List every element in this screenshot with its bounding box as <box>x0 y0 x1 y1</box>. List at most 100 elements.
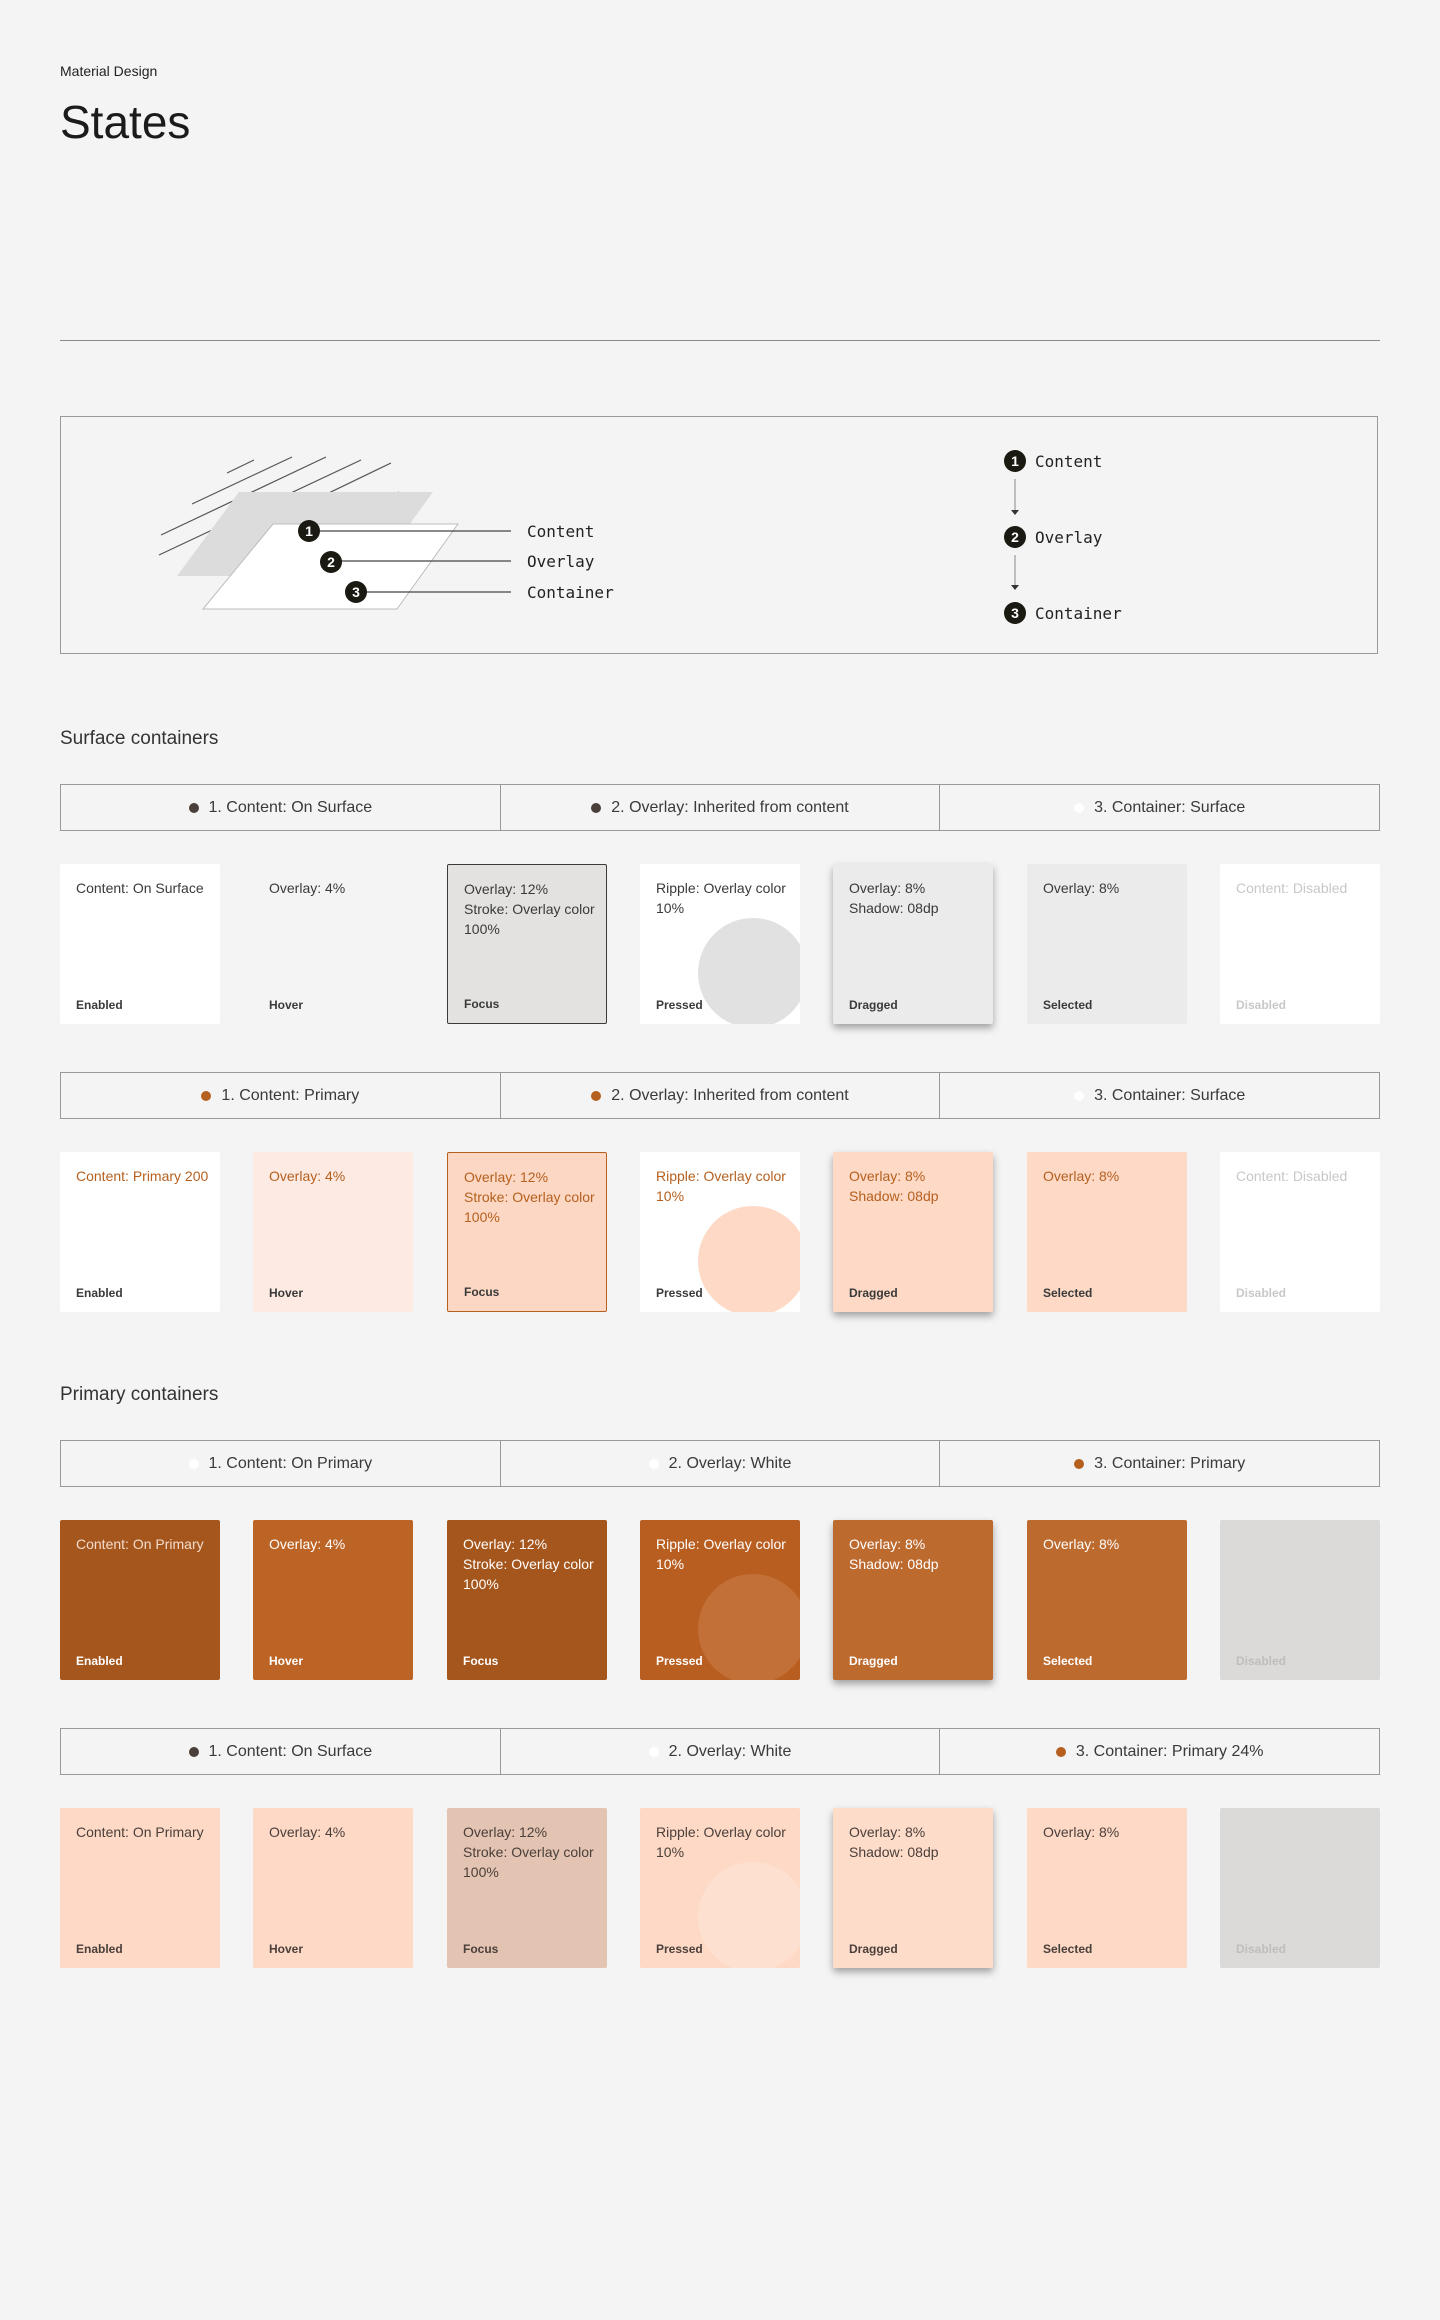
legend-label: 2. Overlay: White <box>668 1454 792 1472</box>
card-state-label: Hover <box>269 998 304 1012</box>
page-title: States <box>60 96 191 148</box>
legend-label: 3. Container: Surface <box>1094 798 1246 816</box>
card-description: Overlay: 8% Shadow: 08dp <box>849 1536 939 1572</box>
legend-bar: 1. Content: Primary 2. Overlay: Inherited… <box>60 1072 1380 1119</box>
card-state-label: Enabled <box>76 1942 123 1956</box>
state-card-enabled: Content: Primary 200 Enabled <box>60 1152 220 1312</box>
card-description: Overlay: 8% <box>1043 1168 1120 1184</box>
card-description: Overlay: 4% <box>269 1168 346 1184</box>
state-card-enabled: Content: On Primary Enabled <box>60 1808 220 1968</box>
legend-item: 2. Overlay: White <box>501 1729 941 1774</box>
right-label-content: Content <box>1035 452 1102 471</box>
card-description: Content: Disabled <box>1236 1168 1348 1184</box>
card-state-label: Enabled <box>76 1286 123 1300</box>
card-description: Ripple: Overlay color 10% <box>656 1824 786 1860</box>
left-label-content: Content <box>527 522 594 541</box>
state-card-dragged: Overlay: 8% Shadow: 08dp Dragged <box>833 1152 993 1312</box>
legend-dot <box>188 802 199 813</box>
state-card-selected: Overlay: 8% Selected <box>1027 1520 1187 1680</box>
right-label-overlay: Overlay <box>1035 528 1103 547</box>
state-card-dragged: Overlay: 8% Shadow: 08dp Dragged <box>833 1520 993 1680</box>
card-description: Overlay: 4% <box>269 1824 346 1840</box>
legend-dot <box>591 802 602 813</box>
layers-diagram: 1 2 3 Content Overlay Container 1 2 3 <box>60 416 1378 654</box>
card-state-label: Enabled <box>76 998 123 1012</box>
callout-lines <box>308 530 511 593</box>
legend-dot <box>188 1746 199 1757</box>
legend-label: 2. Overlay: White <box>668 1742 792 1760</box>
state-card-hover: Overlay: 4% Hover <box>253 1152 413 1312</box>
ripple-circle <box>698 918 800 1024</box>
legend-label: 3. Container: Surface <box>1094 1086 1246 1104</box>
card-state-label: Selected <box>1043 998 1093 1012</box>
state-card-selected: Overlay: 8% Selected <box>1027 1808 1187 1968</box>
legend-item: 3. Container: Primary <box>940 1441 1379 1486</box>
legend-dot <box>1074 1458 1085 1469</box>
eyebrow: Material Design <box>60 63 158 79</box>
state-card-enabled: Content: On Primary Enabled <box>60 1520 220 1680</box>
card-description: Content: Disabled <box>1236 880 1348 896</box>
card-state-label: Focus <box>464 997 500 1011</box>
card-state-label: Selected <box>1043 1942 1093 1956</box>
card-state-label: Pressed <box>656 1654 703 1668</box>
card-state-label: Disabled <box>1236 1654 1287 1668</box>
card-description: Overlay: 8% <box>1043 1824 1120 1840</box>
section-title-surface: Surface containers <box>60 728 219 749</box>
card-state-label: Dragged <box>849 998 898 1012</box>
state-card-disabled: Content: Disabled Disabled <box>1220 1152 1380 1312</box>
card-description: Overlay: 12% Stroke: Overlay color 100% <box>464 881 595 937</box>
legend-label: 3. Container: Primary <box>1094 1454 1246 1472</box>
divider <box>60 340 1380 341</box>
legend-item: 2. Overlay: White <box>501 1441 941 1486</box>
num-3: 3 <box>352 584 360 600</box>
num-1: 1 <box>305 523 313 539</box>
card-description: Content: On Primary <box>76 1536 204 1552</box>
state-card-dragged: Overlay: 8% Shadow: 08dp Dragged <box>833 1808 993 1968</box>
card-description: Ripple: Overlay color 10% <box>656 1168 786 1204</box>
card-description: Content: On Primary <box>76 1824 204 1840</box>
card-description: Ripple: Overlay color 10% <box>656 1536 786 1572</box>
legend-label: 1. Content: On Primary <box>208 1454 373 1472</box>
state-card-disabled: Content: Disabled Disabled <box>1220 864 1380 1024</box>
state-card-focus: Overlay: 12% Stroke: Overlay color 100% F… <box>447 1152 607 1312</box>
state-card-disabled: Disabled <box>1220 1520 1380 1680</box>
state-card-pressed: Ripple: Overlay color 10% Pressed <box>640 1152 800 1312</box>
flow-num-2: 2 <box>1011 529 1019 545</box>
left-label-overlay: Overlay <box>527 552 595 571</box>
legend-dot <box>648 1458 659 1469</box>
state-card-selected: Overlay: 8% Selected <box>1027 864 1187 1024</box>
card-description: Content: Primary 200 <box>76 1168 209 1184</box>
state-card-focus: Overlay: 12% Stroke: Overlay color 100% F… <box>447 1808 607 1968</box>
card-state-label: Focus <box>463 1942 499 1956</box>
card-state-label: Hover <box>269 1942 304 1956</box>
legend-dot <box>188 1458 199 1469</box>
state-card-hover: Overlay: 4% Hover <box>253 1808 413 1968</box>
card-description: Overlay: 8% Shadow: 08dp <box>849 880 939 916</box>
legend-item: 1. Content: On Primary <box>61 1441 501 1486</box>
card-state-label: Pressed <box>656 1942 703 1956</box>
card-state-label: Dragged <box>849 1942 898 1956</box>
card-state-label: Pressed <box>656 1286 703 1300</box>
card-state-label: Enabled <box>76 1654 123 1668</box>
legend-dot <box>1074 1090 1085 1101</box>
card-state-label: Focus <box>464 1285 500 1299</box>
card-state-label: Disabled <box>1236 1286 1287 1300</box>
card-description: Overlay: 8% <box>1043 880 1120 896</box>
legend-label: 1. Content: On Surface <box>208 798 373 816</box>
card-state-label: Disabled <box>1236 1942 1287 1956</box>
legend-item: 2. Overlay: Inherited from content <box>501 785 941 830</box>
card-description: Overlay: 4% <box>269 1536 346 1552</box>
legend-item: 1. Content: On Surface <box>61 785 501 830</box>
legend-bar: 1. Content: On Surface 2. Overlay: White 3… <box>60 1728 1380 1775</box>
legend-item: 1. Content: On Surface <box>61 1729 501 1774</box>
card-description: Overlay: 8% Shadow: 08dp <box>849 1168 939 1204</box>
card-state-label: Pressed <box>656 998 703 1012</box>
legend-label: 2. Overlay: Inherited from content <box>611 798 849 816</box>
legend-label: 1. Content: Primary <box>221 1086 360 1104</box>
card-state-label: Selected <box>1043 1654 1093 1668</box>
legend-bar: 1. Content: On Surface 2. Overlay: Inheri… <box>60 784 1380 831</box>
state-card-dragged: Overlay: 8% Shadow: 08dp Dragged <box>833 864 993 1024</box>
state-card-pressed: Ripple: Overlay color 10% Pressed <box>640 864 800 1024</box>
card-description: Overlay: 8% <box>1043 1536 1120 1552</box>
state-card-focus: Overlay: 12% Stroke: Overlay color 100% F… <box>447 864 607 1024</box>
